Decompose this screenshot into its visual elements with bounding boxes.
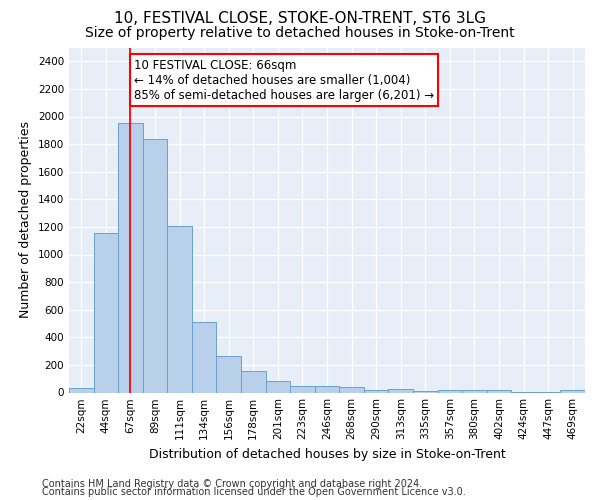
Bar (94, 233, 118, 392)
Bar (290, 386, 315, 392)
Text: 10, FESTIVAL CLOSE, STOKE-ON-TRENT, ST6 3LG: 10, FESTIVAL CLOSE, STOKE-ON-TRENT, ST6 … (114, 11, 486, 26)
Bar (487, 390, 511, 392)
Bar (167, 226, 192, 392)
Bar (413, 390, 437, 392)
Bar (118, 122, 143, 392)
Bar (217, 356, 241, 393)
Bar (241, 371, 266, 392)
Text: Contains HM Land Registry data © Crown copyright and database right 2024.: Contains HM Land Registry data © Crown c… (42, 479, 422, 489)
Text: Contains public sector information licensed under the Open Government Licence v3: Contains public sector information licen… (42, 487, 466, 497)
Bar (339, 387, 364, 392)
Bar (315, 386, 339, 392)
Bar (266, 382, 290, 392)
Bar (69, 388, 94, 392)
Y-axis label: Number of detached properties: Number of detached properties (19, 122, 32, 318)
X-axis label: Distribution of detached houses by size in Stoke-on-Trent: Distribution of detached houses by size … (149, 448, 505, 461)
Bar (364, 390, 388, 392)
Bar (462, 390, 487, 392)
Bar (560, 390, 585, 392)
Bar (192, 322, 217, 392)
Bar (143, 140, 167, 392)
Bar (388, 390, 413, 392)
Text: 10 FESTIVAL CLOSE: 66sqm
← 14% of detached houses are smaller (1,004)
85% of sem: 10 FESTIVAL CLOSE: 66sqm ← 14% of detach… (134, 58, 434, 102)
Bar (437, 390, 462, 392)
Text: Size of property relative to detached houses in Stoke-on-Trent: Size of property relative to detached ho… (85, 26, 515, 40)
